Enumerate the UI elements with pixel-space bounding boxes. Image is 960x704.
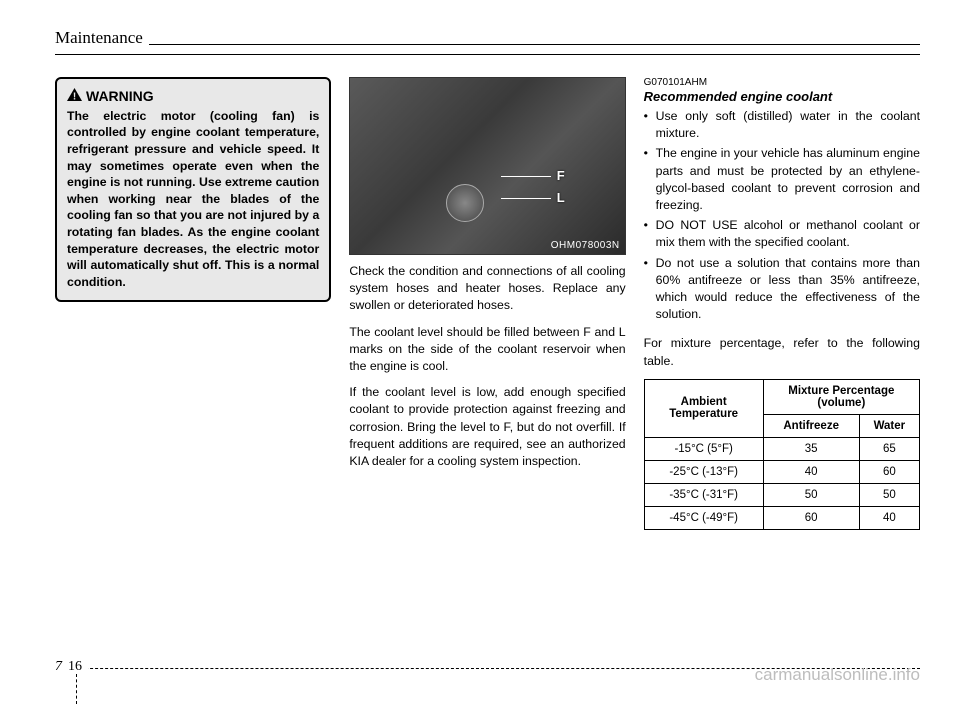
svg-text:!: ! [73,92,76,102]
th-ambient: Ambient Temperature [644,379,763,437]
page-number: 16 [68,659,82,675]
page-number-block: 7 16 [55,659,88,675]
warning-box: ! WARNING The electric motor (cooling fa… [55,77,331,302]
bullet-item: Use only soft (distilled) water in the c… [644,108,920,142]
marker-f: F [557,168,565,183]
cell-w: 40 [859,506,919,529]
table-intro: For mixture percentage, refer to the fol… [644,335,920,369]
table-row: -45°C (-49°F) 60 40 [644,506,919,529]
content-columns: ! WARNING The electric motor (cooling fa… [55,77,920,530]
table-row: -25°C (-13°F) 40 60 [644,460,919,483]
cell-af: 40 [763,460,859,483]
center-p1: Check the condition and connections of a… [349,263,625,315]
cell-w: 65 [859,437,919,460]
header-underline [149,44,920,45]
warning-title: WARNING [86,87,154,106]
bullet-list: Use only soft (distilled) water in the c… [644,108,920,323]
th-antifreeze: Antifreeze [763,414,859,437]
bullet-item: The engine in your vehicle has aluminum … [644,145,920,214]
column-right: G070101AHM Recommended engine coolant Us… [644,77,920,530]
th-mixture: Mixture Percentage (volume) [763,379,919,414]
bullet-item: DO NOT USE alcohol or methanol coolant o… [644,217,920,251]
engine-photo: F L OHM078003N [349,77,625,255]
cell-temp: -25°C (-13°F) [644,460,763,483]
cell-w: 50 [859,483,919,506]
page-header: Maintenance [55,28,920,48]
table-row: -15°C (5°F) 35 65 [644,437,919,460]
cell-temp: -35°C (-31°F) [644,483,763,506]
reference-code: G070101AHM [644,77,920,88]
photo-code: OHM078003N [551,240,620,251]
cell-w: 60 [859,460,919,483]
column-center: F L OHM078003N Check the condition and c… [349,77,625,530]
warning-text: The electric motor (cooling fan) is cont… [67,108,319,291]
cell-temp: -45°C (-49°F) [644,506,763,529]
cell-af: 50 [763,483,859,506]
warning-title-row: ! WARNING [67,87,319,106]
center-p3: If the coolant level is low, add enough … [349,384,625,470]
mixture-table: Ambient Temperature Mixture Percentage (… [644,379,920,530]
bullet-item: Do not use a solution that contains more… [644,255,920,324]
marker-line-f [501,176,551,177]
th-water: Water [859,414,919,437]
cell-temp: -15°C (5°F) [644,437,763,460]
reservoir-cap-shape [446,184,484,222]
watermark: carmanualsonline.info [755,665,920,685]
footer-vertical-dash [76,674,77,704]
marker-line-l [501,198,551,199]
header-divider [55,54,920,55]
header-title: Maintenance [55,28,143,48]
cell-af: 60 [763,506,859,529]
cell-af: 35 [763,437,859,460]
marker-l: L [557,190,565,205]
chapter-number: 7 [55,659,62,675]
warning-icon: ! [67,87,82,106]
subheading: Recommended engine coolant [644,89,920,104]
center-p2: The coolant level should be filled betwe… [349,324,625,376]
table-row: -35°C (-31°F) 50 50 [644,483,919,506]
table-header-row: Ambient Temperature Mixture Percentage (… [644,379,919,414]
column-left: ! WARNING The electric motor (cooling fa… [55,77,331,530]
